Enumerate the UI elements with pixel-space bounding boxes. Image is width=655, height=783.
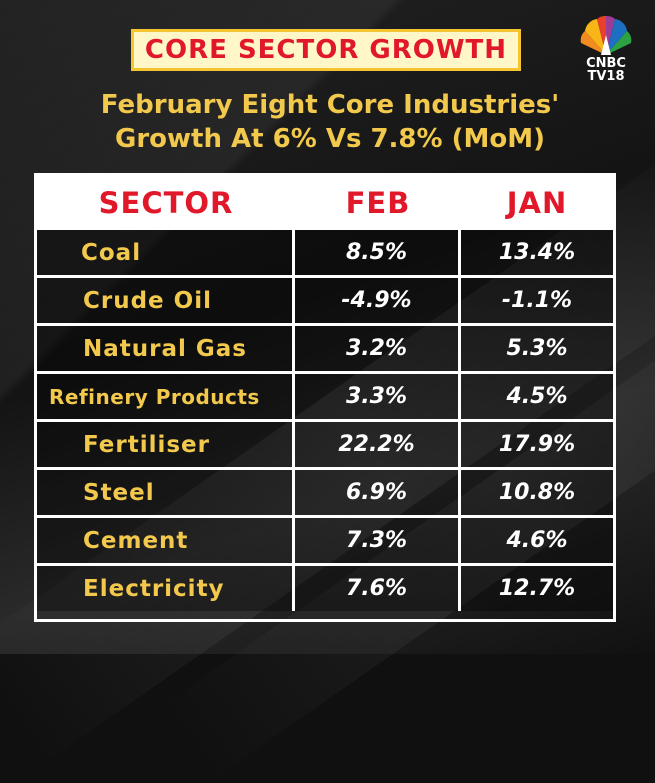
sector-cell: Steel [37, 470, 295, 515]
jan-value-cell: 10.8% [461, 470, 613, 515]
peacock-icon [580, 15, 632, 56]
jan-value-cell: 17.9% [461, 422, 613, 467]
jan-value-cell: 4.6% [461, 518, 613, 563]
feb-value-cell: 3.3% [295, 374, 461, 419]
background [0, 0, 655, 654]
table-row: Coal 8.5% 13.4% [37, 230, 613, 275]
feb-value-cell: 7.6% [295, 566, 461, 611]
column-header-sector: SECTOR [98, 186, 234, 220]
sector-cell: Natural Gas [37, 326, 295, 371]
sector-cell: Electricity [37, 566, 295, 611]
sector-cell: Coal [37, 230, 295, 275]
topic-tag-label: CORE SECTOR GROWTH [144, 35, 508, 65]
feb-value-cell: 7.3% [295, 518, 461, 563]
cnbc-tv18-logo: CNBC TV18 [571, 13, 641, 83]
topic-tag: CORE SECTOR GROWTH [131, 29, 521, 71]
feb-value-cell: 3.2% [295, 326, 461, 371]
feb-value-cell: 6.9% [295, 470, 461, 515]
headline-line1: February Eight Core Industries' [100, 90, 560, 120]
table-row: Steel 6.9% 10.8% [37, 467, 613, 515]
jan-value-cell: -1.1% [461, 278, 613, 323]
table-row: Electricity 7.6% 12.7% [37, 563, 613, 611]
column-header-jan: JAN [506, 186, 568, 220]
logo-line2: TV18 [587, 69, 625, 84]
jan-value-cell: 13.4% [461, 230, 613, 275]
core-sector-table: SECTOR FEB JAN Coal 8.5% 13.4% Crude Oil… [34, 173, 616, 622]
table-row: Fertiliser 22.2% 17.9% [37, 419, 613, 467]
table-header-row: SECTOR FEB JAN [37, 176, 613, 230]
jan-value-cell: 12.7% [461, 566, 613, 611]
feb-value-cell: 8.5% [295, 230, 461, 275]
sector-cell: Refinery Products [37, 374, 295, 419]
headline: February Eight Core Industries' Growth A… [30, 88, 630, 156]
feb-value-cell: -4.9% [295, 278, 461, 323]
sector-cell: Crude Oil [37, 278, 295, 323]
sector-cell: Fertiliser [37, 422, 295, 467]
table-body: Coal 8.5% 13.4% Crude Oil -4.9% -1.1% Na… [37, 230, 613, 611]
table-row: Refinery Products 3.3% 4.5% [37, 371, 613, 419]
sector-cell: Cement [37, 518, 295, 563]
column-header-feb: FEB [345, 186, 411, 220]
table-row: Crude Oil -4.9% -1.1% [37, 275, 613, 323]
table-row: Cement 7.3% 4.6% [37, 515, 613, 563]
feb-value-cell: 22.2% [295, 422, 461, 467]
logo-line1: CNBC [586, 56, 626, 71]
jan-value-cell: 5.3% [461, 326, 613, 371]
jan-value-cell: 4.5% [461, 374, 613, 419]
headline-line2: Growth At 6% Vs 7.8% (MoM) [114, 124, 545, 154]
table-row: Natural Gas 3.2% 5.3% [37, 323, 613, 371]
